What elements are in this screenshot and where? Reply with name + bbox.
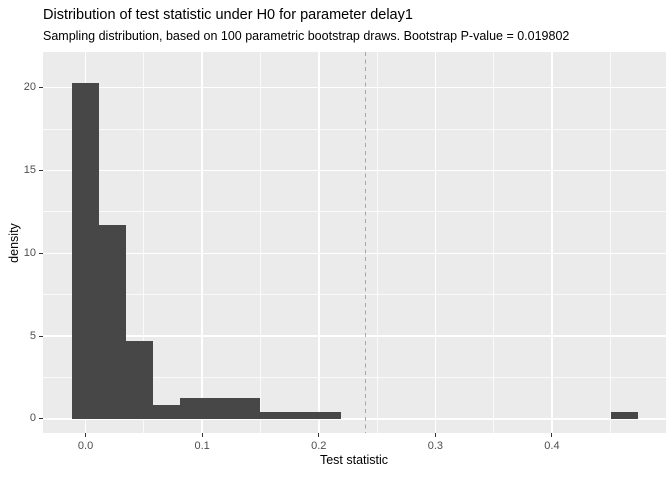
histogram-bar: [206, 397, 234, 419]
x-tick-mark: [201, 433, 203, 437]
y-axis-title: density: [7, 223, 21, 263]
y-tick-label: 10: [23, 246, 36, 259]
x-tick-mark: [318, 433, 320, 437]
histogram-bar: [260, 411, 288, 419]
y-tick-label: 15: [23, 163, 36, 176]
x-major-gridline: [201, 52, 203, 433]
x-axis-title: Test statistic: [319, 453, 389, 467]
histogram-bar: [287, 411, 315, 419]
x-tick-label: 0.1: [194, 440, 210, 452]
plot-title: Distribution of test statistic under H0 …: [43, 7, 413, 23]
y-tick-mark: [39, 335, 43, 337]
x-major-gridline: [551, 52, 553, 433]
y-minor-gridline: [43, 294, 666, 296]
x-tick-mark: [85, 433, 87, 437]
x-tick-label: 0.0: [77, 440, 94, 452]
x-tick-mark: [434, 433, 436, 437]
histogram-bar: [71, 82, 99, 419]
y-major-gridline: [43, 335, 666, 337]
y-tick-mark: [39, 418, 43, 420]
histogram-bar: [233, 397, 261, 419]
observed-statistic-line: [365, 52, 367, 433]
y-major-gridline: [43, 252, 666, 255]
y-minor-gridline: [43, 211, 666, 213]
x-tick-label: 0.2: [311, 440, 327, 452]
y-major-gridline: [43, 418, 666, 420]
y-major-gridline: [43, 86, 666, 89]
x-major-gridline: [434, 52, 437, 433]
y-tick-mark: [39, 252, 43, 254]
y-minor-gridline: [43, 128, 666, 130]
y-tick-mark: [39, 169, 43, 171]
y-major-gridline: [43, 169, 666, 172]
histogram-bar: [98, 225, 126, 419]
y-tick-label: 5: [29, 329, 36, 342]
y-tick-mark: [39, 87, 43, 89]
x-major-gridline: [318, 52, 320, 433]
x-minor-gridline: [376, 52, 378, 433]
x-tick-label: 0.3: [427, 440, 443, 452]
x-minor-gridline: [493, 52, 495, 433]
plot-subtitle: Sampling distribution, based on 100 para…: [43, 29, 570, 43]
x-tick-mark: [551, 433, 553, 437]
histogram-bar: [125, 341, 153, 419]
histogram-bar: [314, 411, 342, 419]
x-tick-label: 0.4: [544, 440, 560, 452]
histogram-bar: [152, 404, 180, 419]
histogram-bar: [610, 411, 638, 419]
x-minor-gridline: [609, 52, 611, 433]
y-tick-label: 0: [29, 412, 36, 425]
x-minor-gridline: [143, 52, 145, 433]
histogram-bar: [179, 397, 207, 419]
y-minor-gridline: [43, 377, 666, 378]
y-tick-label: 20: [23, 81, 36, 94]
plot-panel: [43, 52, 666, 433]
x-minor-gridline: [260, 52, 261, 433]
